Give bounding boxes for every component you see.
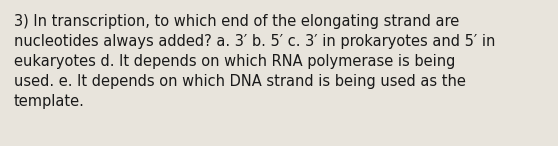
Text: eukaryotes d. It depends on which RNA polymerase is being: eukaryotes d. It depends on which RNA po… [14, 54, 455, 69]
Text: nucleotides always added? a. 3′ b. 5′ c. 3′ in prokaryotes and 5′ in: nucleotides always added? a. 3′ b. 5′ c.… [14, 34, 496, 49]
Text: template.: template. [14, 94, 85, 109]
Text: used. e. It depends on which DNA strand is being used as the: used. e. It depends on which DNA strand … [14, 74, 466, 89]
Text: 3) In transcription, to which end of the elongating strand are: 3) In transcription, to which end of the… [14, 14, 459, 29]
